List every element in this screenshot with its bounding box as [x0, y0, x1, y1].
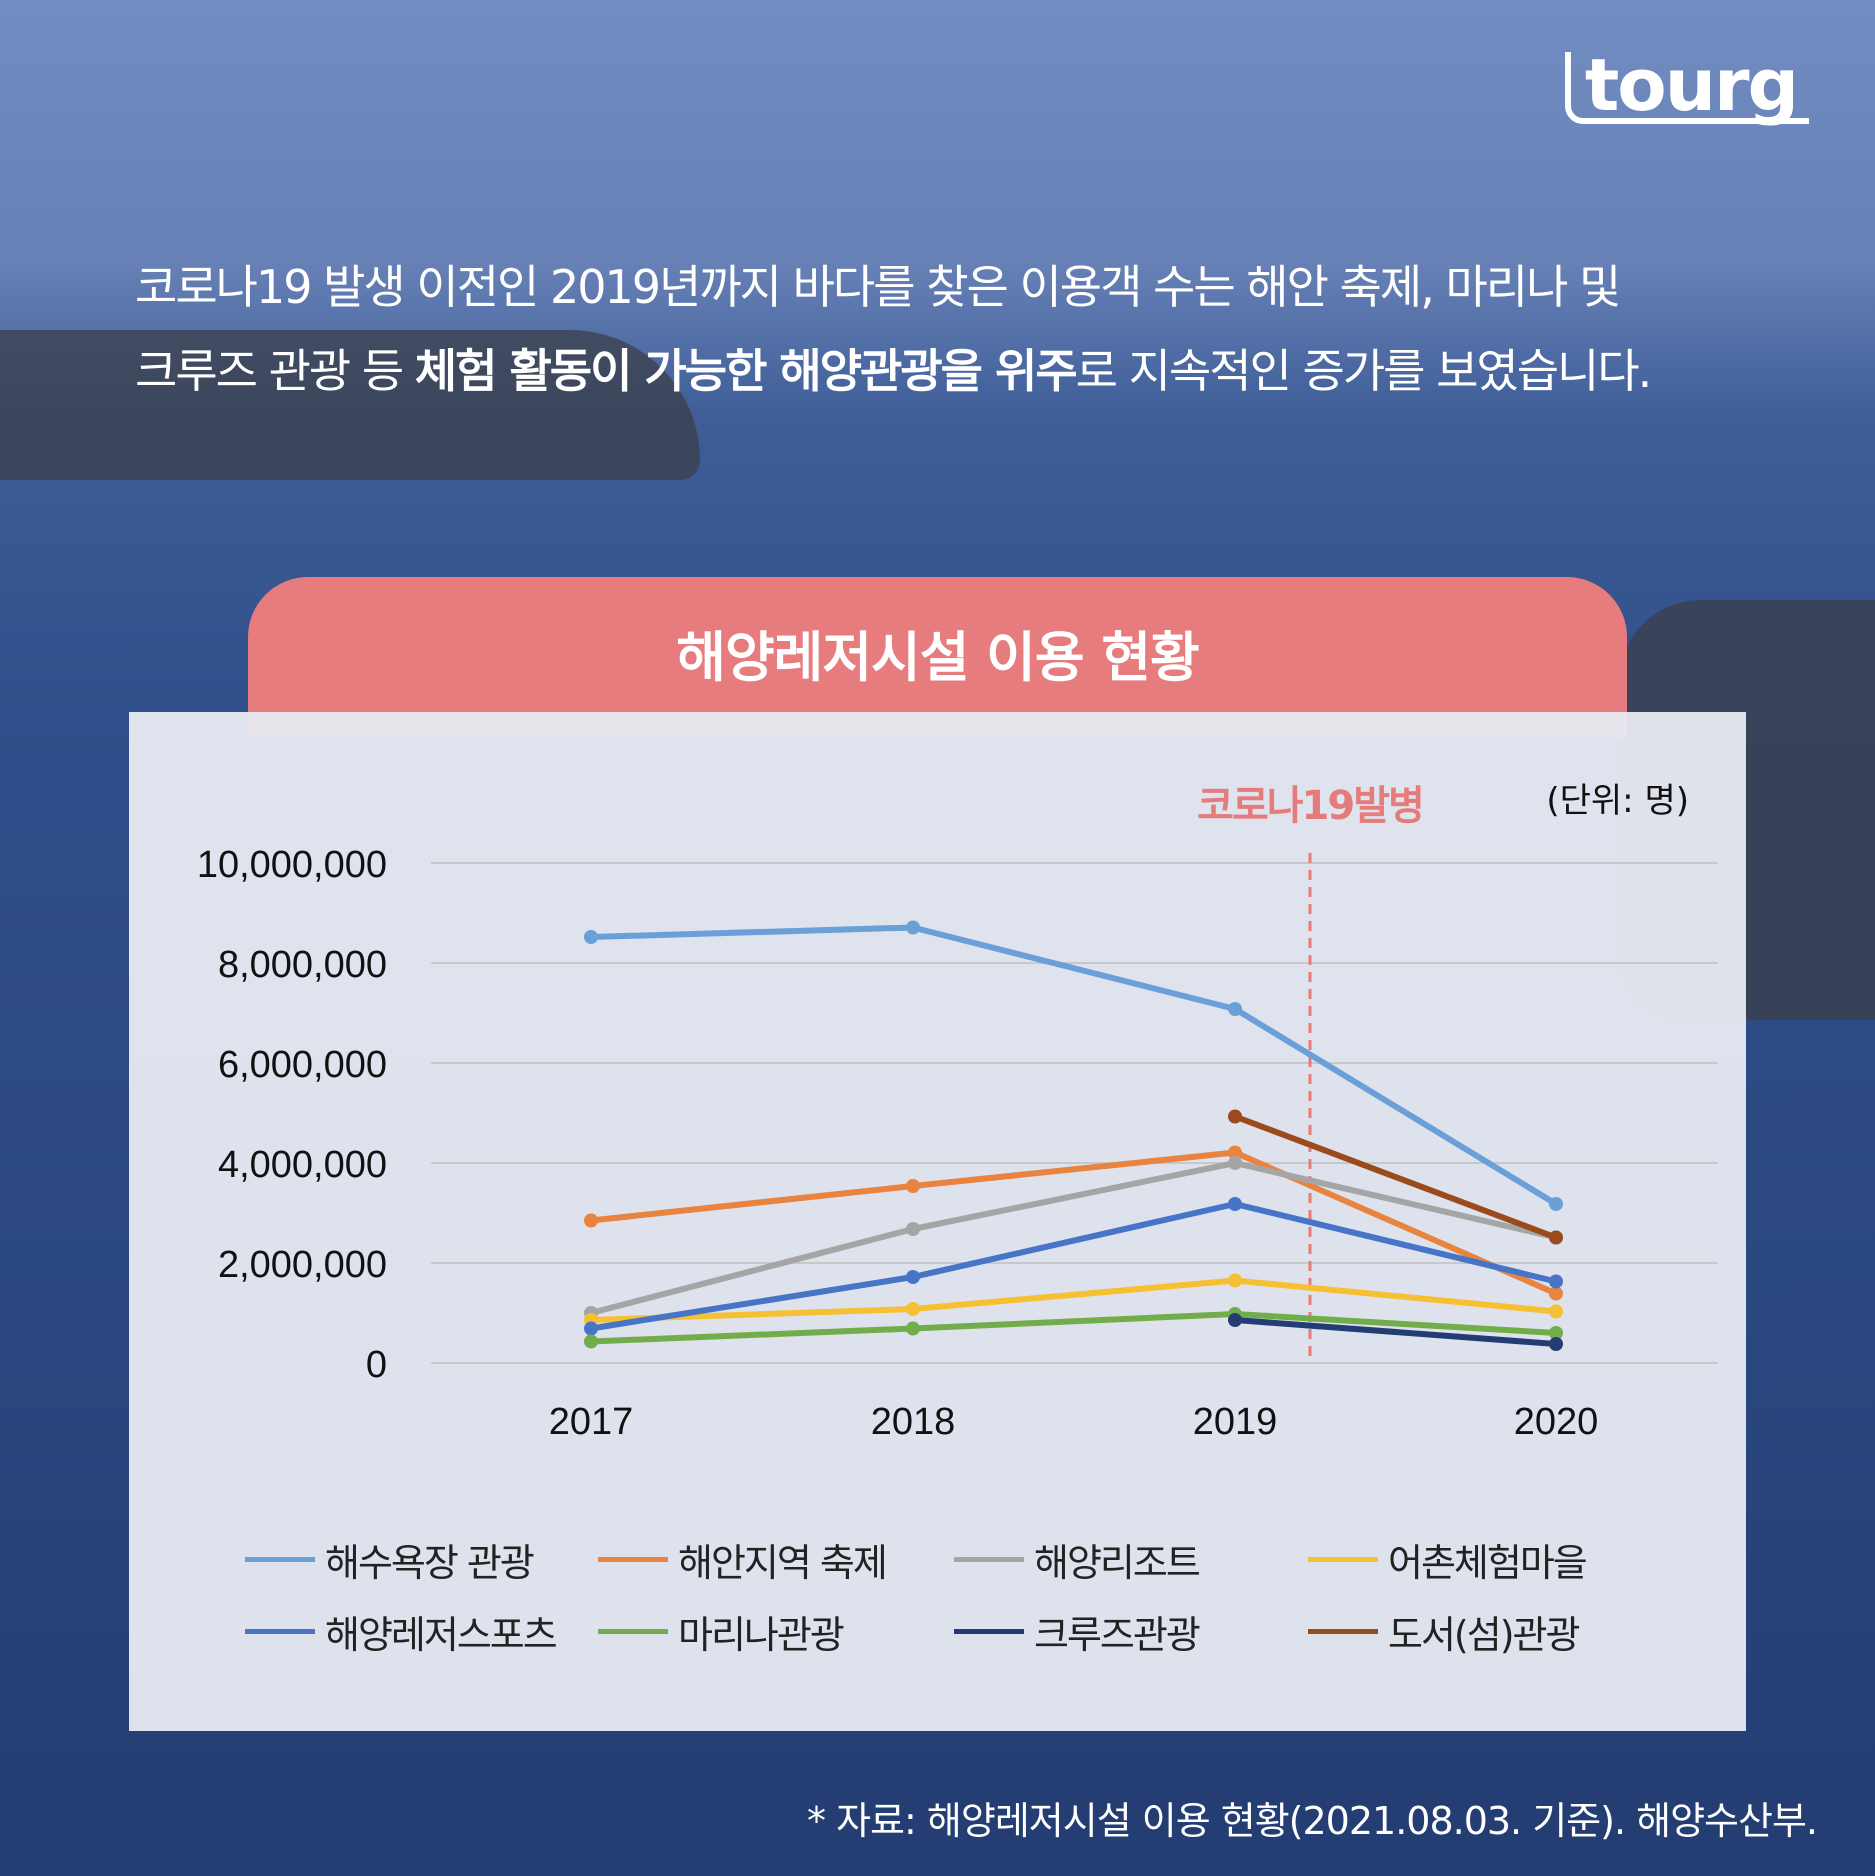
legend-item: 해수욕장 관광 [245, 1532, 535, 1587]
data-point [906, 1270, 920, 1284]
legend-label: 해양리조트 [1034, 1541, 1201, 1585]
legend-label: 해안지역 축제 [678, 1541, 888, 1585]
covid-marker-label: 코로나19발병 [1197, 783, 1423, 829]
data-point [1549, 1197, 1563, 1211]
x-tick-label: 2017 [549, 1401, 634, 1443]
y-tick-label: 2,000,000 [218, 1244, 387, 1286]
line-chart: 0 2,000,000 4,000,000 6,000,000 8,000,000 10,… [197, 781, 1718, 1443]
background-island [0, 330, 700, 480]
series-line [590, 1201, 1557, 1332]
legend-label: 해수욕장 관광 [325, 1541, 535, 1585]
data-point [1228, 1156, 1242, 1170]
data-point [1228, 1002, 1242, 1016]
data-point [906, 920, 920, 935]
legend-swatch [245, 1557, 315, 1562]
y-tick-label: 6,000,000 [218, 1044, 387, 1086]
legend-item: 해안지역 축제 [598, 1532, 888, 1587]
data-point [1228, 1145, 1242, 1160]
y-tick-label: 0 [366, 1344, 387, 1386]
data-point [1549, 1230, 1563, 1245]
legend-swatch [954, 1557, 1024, 1562]
unit-label: (단위: 명) [1546, 781, 1689, 821]
legend-item: 마리나관광 [598, 1604, 845, 1659]
data-point [1549, 1337, 1563, 1351]
data-point [1228, 1109, 1242, 1124]
x-tick-label: 2018 [871, 1401, 956, 1443]
legend-label: 크루즈관광 [1034, 1613, 1201, 1657]
legend-swatch [598, 1629, 668, 1634]
data-point [906, 1302, 920, 1316]
legend-label: 도서(섬)관광 [1388, 1613, 1580, 1657]
legend-item: 해양레저스포츠 [245, 1604, 558, 1659]
data-point [584, 1321, 598, 1336]
data-point [1549, 1274, 1563, 1289]
data-point [1549, 1326, 1563, 1340]
legend-item: 어촌체험마을 [1308, 1532, 1588, 1587]
legend-label: 해양레저스포츠 [325, 1613, 558, 1657]
legend-swatch [954, 1629, 1024, 1634]
x-tick-label: 2019 [1193, 1401, 1278, 1443]
series-line [590, 1149, 1558, 1297]
legend-item: 크루즈관광 [954, 1604, 1201, 1659]
chart-title: 해양레저시설 이용 현황 [676, 626, 1199, 689]
data-point [1228, 1273, 1242, 1288]
y-tick-label: 8,000,000 [218, 944, 387, 986]
intro-text: 코로나19 발생 이전인 2019년까지 바다를 찾은 이용객 수는 해안 축제… [135, 245, 1855, 413]
source-note: * 자료: 해양레저시설 이용 현황(2021.08.03. 기준). 해양수산… [807, 1799, 1818, 1843]
data-point [584, 1213, 598, 1228]
data-point [906, 1222, 920, 1236]
series-line [590, 1311, 1557, 1345]
series-line [1234, 1317, 1557, 1347]
legend-item: 해양리조트 [954, 1532, 1201, 1587]
legend-swatch [598, 1557, 668, 1562]
x-tick-label: 2020 [1514, 1401, 1599, 1443]
legend-swatch [1308, 1629, 1378, 1634]
chart-title-banner: 해양레저시설 이용 현황 [248, 577, 1627, 737]
series-line [590, 1277, 1557, 1323]
data-point [906, 1321, 920, 1336]
chart-panel: 0 2,000,000 4,000,000 6,000,000 8,000,000 10,… [129, 712, 1746, 1731]
legend-swatch [245, 1629, 315, 1634]
data-point [1228, 1313, 1242, 1327]
data-point [1549, 1286, 1563, 1301]
data-point [1549, 1304, 1563, 1319]
intro-line-2: 크루즈 관광 등 체험 활동이 가능한 해양관광을 위주로 지속적인 증가를 보… [135, 329, 1855, 413]
data-point [1228, 1197, 1242, 1211]
data-point [906, 1179, 920, 1193]
tourg-logo: tourg [1564, 49, 1809, 124]
intro-line-2-start: 크루즈 관광 등 [135, 344, 415, 398]
legend-label: 어촌체험마을 [1388, 1541, 1588, 1585]
y-tick-label: 10,000,000 [197, 844, 387, 886]
y-tick-label: 4,000,000 [218, 1144, 387, 1186]
series-line [590, 924, 1558, 1207]
series-line [590, 1160, 1557, 1316]
intro-line-1: 코로나19 발생 이전인 2019년까지 바다를 찾은 이용객 수는 해안 축제… [135, 260, 1621, 314]
data-point [584, 1334, 598, 1349]
intro-line-2-end: 로 지속적인 증가를 보였습니다. [1075, 344, 1653, 398]
legend-label: 마리나관광 [678, 1613, 845, 1657]
intro-line-2-bold: 체험 활동이 가능한 해양관광을 위주 [414, 344, 1078, 398]
data-point [584, 930, 598, 944]
legend-item: 도서(섬)관광 [1308, 1604, 1580, 1659]
legend-swatch [1308, 1557, 1378, 1562]
series-line [1233, 1113, 1558, 1241]
